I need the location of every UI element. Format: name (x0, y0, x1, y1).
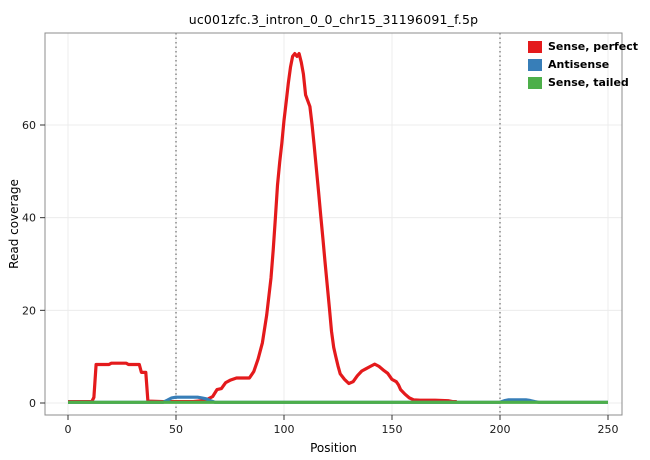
chart-title: uc001zfc.3_intron_0_0_chr15_31196091_f.5… (188, 12, 479, 27)
legend-item-sense-perfect: Sense, perfect (528, 40, 638, 53)
y-tick-label: 20 (22, 304, 36, 317)
x-tick-label: 100 (274, 423, 295, 436)
legend-swatch-icon (528, 76, 542, 89)
x-axis-label: Position (310, 441, 357, 455)
x-tick-label: 200 (490, 423, 511, 436)
legend-item-antisense: Antisense (528, 58, 638, 71)
y-tick-label: 60 (22, 119, 36, 132)
legend-swatch-icon (528, 40, 542, 53)
legend-label: Antisense (548, 58, 610, 71)
legend-swatch-icon (528, 58, 542, 71)
panel-background (45, 33, 622, 415)
panel-border (44, 32, 623, 416)
x-tick-label: 0 (65, 423, 72, 436)
legend: Sense, perfect Antisense Sense, tailed (528, 40, 638, 89)
y-tick-label: 0 (29, 397, 36, 410)
x-tick-label: 50 (169, 423, 183, 436)
legend-label: Sense, perfect (548, 40, 639, 53)
y-axis-label: Read coverage (7, 179, 21, 269)
x-tick-label: 150 (382, 423, 403, 436)
legend-item-sense-tailed: Sense, tailed (528, 76, 638, 89)
legend-label: Sense, tailed (548, 76, 629, 89)
y-tick-label: 40 (22, 212, 36, 225)
x-tick-label: 250 (598, 423, 619, 436)
